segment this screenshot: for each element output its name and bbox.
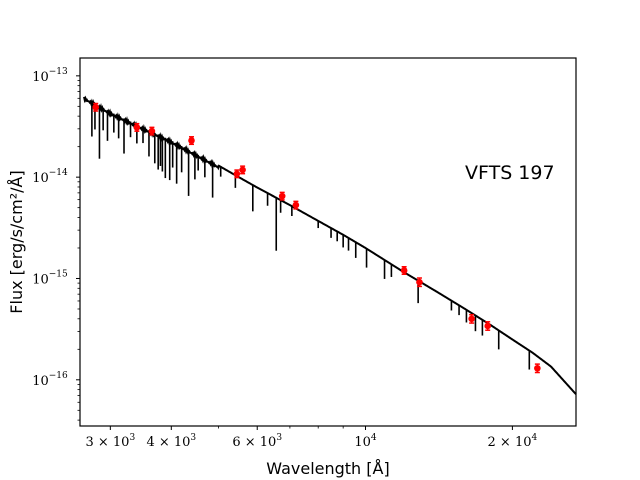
- photometry-point: [233, 170, 241, 178]
- photometry-point: [239, 166, 246, 174]
- photometry-point: [278, 192, 286, 200]
- photometry-point: [468, 315, 475, 323]
- photometry-points: [92, 102, 541, 374]
- photometry-point: [400, 267, 408, 274]
- x-tick-label: 4 × 103: [146, 433, 196, 450]
- x-tick-label: 2 × 104: [488, 433, 538, 450]
- photometry-point: [188, 137, 195, 144]
- photometry-point: [484, 322, 491, 330]
- photometry-point: [416, 278, 423, 286]
- photometry-point: [534, 364, 541, 372]
- model-spectrum: [83, 95, 577, 395]
- photometry-point: [292, 201, 300, 209]
- x-axis-ticks: 3 × 103 4 × 103 6 × 103 104 2 × 104: [85, 426, 538, 450]
- photometry-point: [148, 127, 156, 135]
- plot-area: [83, 95, 577, 395]
- x-tick-label: 6 × 103: [232, 433, 282, 450]
- y-axis-label: Flux [erg/s/cm²/Å]: [7, 170, 26, 313]
- photometry-point: [92, 103, 100, 111]
- plot-frame: [79, 57, 577, 427]
- x-tick-label: 3 × 103: [85, 433, 135, 450]
- star-name-annotation: VFTS 197: [465, 162, 555, 184]
- photometry-point: [133, 124, 141, 131]
- x-axis-label: Wavelength [Å]: [266, 459, 389, 478]
